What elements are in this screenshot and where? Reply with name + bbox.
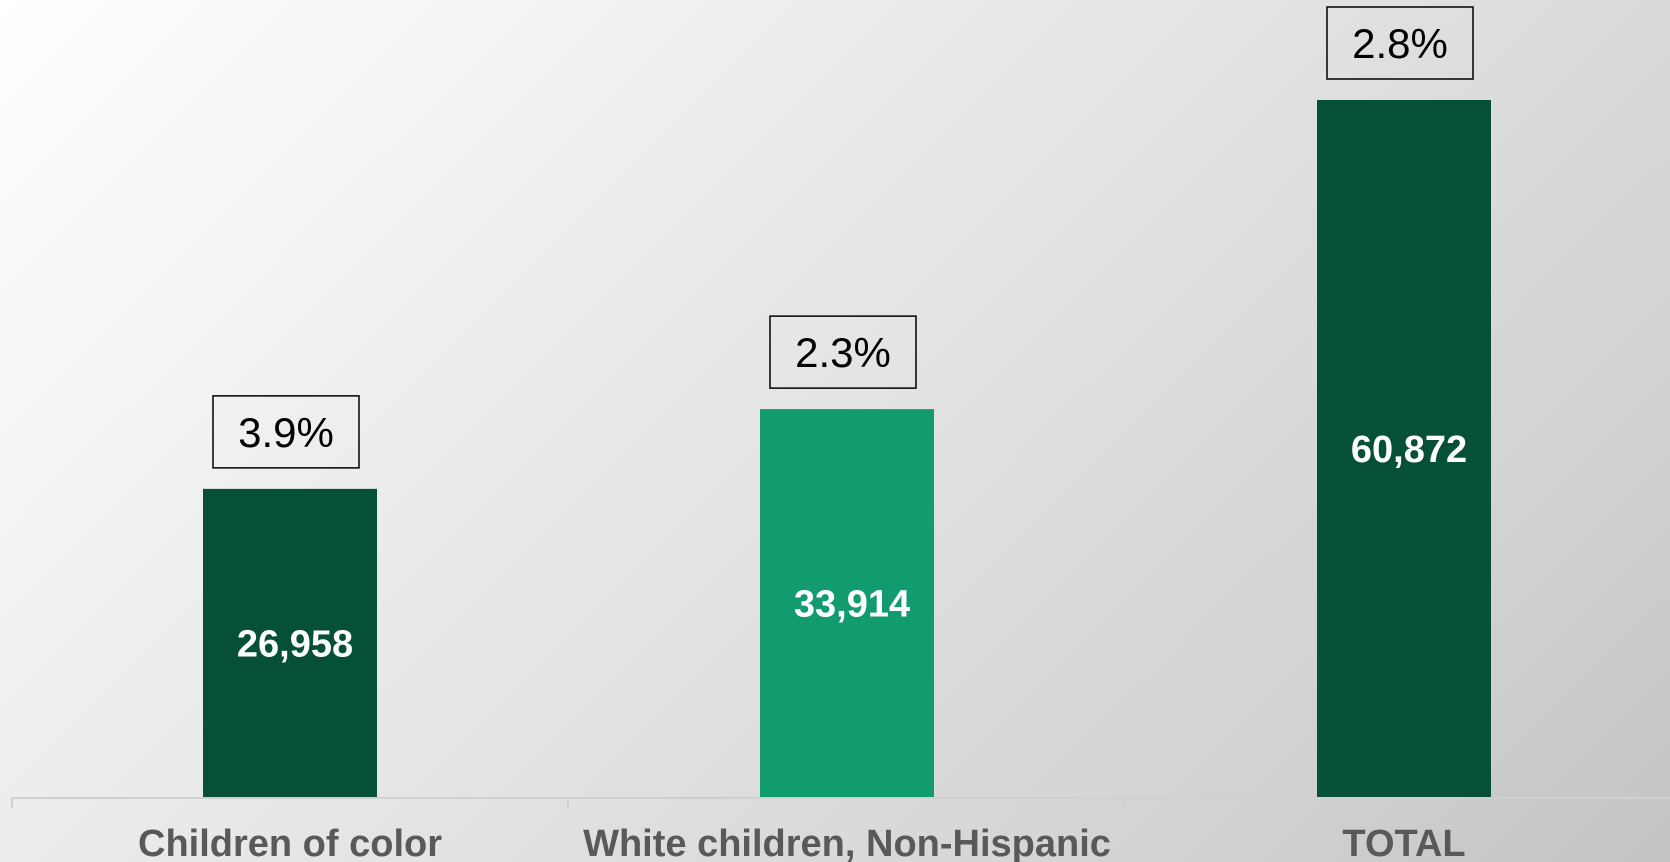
- callout-label: 2.8%: [1352, 20, 1448, 67]
- x-axis: [11, 797, 1670, 808]
- bar: [203, 488, 377, 798]
- bar: [760, 409, 934, 798]
- bar-value-label: 26,958: [237, 623, 353, 665]
- category-label: Children of color: [138, 823, 442, 862]
- callout-label: 2.3%: [795, 329, 891, 376]
- bars-layer: 26,958 3.9% 33,914 2.3% 60,872 2.8%: [203, 6, 1491, 798]
- callout-label: 3.9%: [238, 409, 334, 456]
- callout-box: [1326, 6, 1474, 80]
- category-label: TOTAL: [1342, 823, 1465, 862]
- bar-value-label: 60,872: [1351, 429, 1467, 471]
- callout-box: [769, 315, 917, 389]
- callout-box: [212, 395, 360, 469]
- bar: [1317, 100, 1491, 798]
- category-label: White children, Non-Hispanic: [583, 823, 1111, 862]
- bar-value-label: 33,914: [794, 584, 910, 626]
- category-labels: Children of color White children, Non-His…: [138, 823, 1466, 862]
